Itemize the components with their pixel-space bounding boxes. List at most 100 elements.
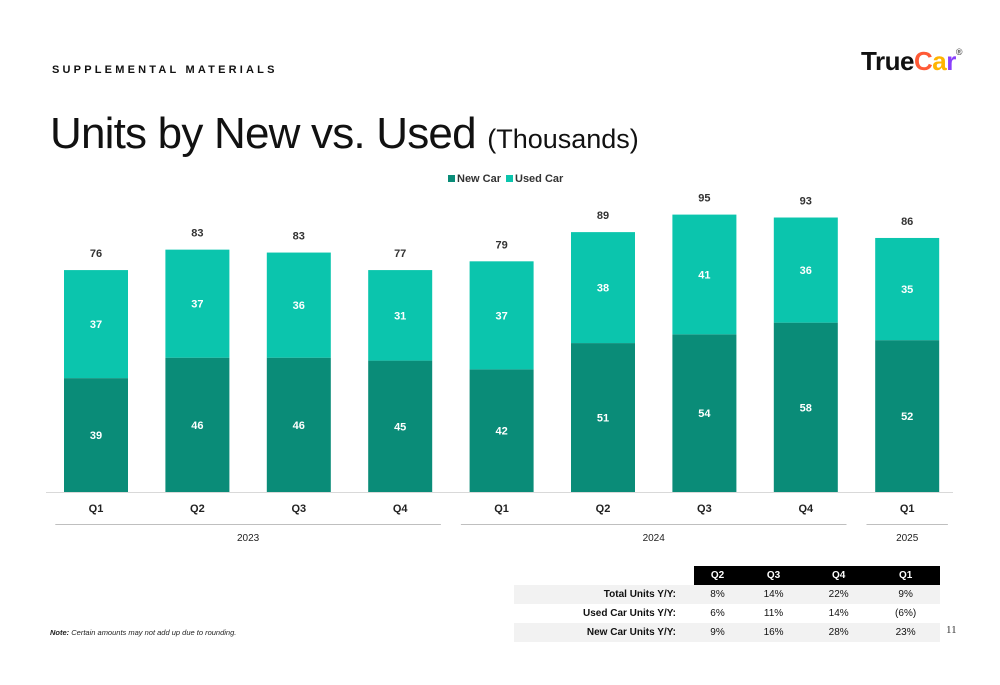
year-label: 2025 (896, 533, 919, 544)
table-cell: (6%) (895, 608, 917, 619)
bar-used-car (165, 249, 230, 358)
data-label-total: 93 (800, 196, 812, 208)
yoy-header-blank (514, 566, 694, 585)
data-label-new-car: 54 (698, 408, 711, 420)
data-label-new-car: 51 (597, 413, 609, 425)
data-label-used-car: 36 (293, 300, 305, 312)
data-label-new-car: 42 (495, 426, 507, 438)
table-cell: 16% (741, 623, 807, 642)
data-label-new-car: 45 (394, 421, 406, 433)
x-tick-label: Q4 (393, 503, 409, 515)
logo-letter: a (932, 46, 947, 76)
footnote: Note: Certain amounts may not add up due… (50, 628, 236, 637)
yoy-header: Q4 (806, 566, 872, 585)
bar-used-car (64, 270, 128, 379)
logo-letter: C (913, 46, 933, 76)
data-label-used-car: 41 (698, 269, 710, 281)
legend-label: New Car (457, 173, 502, 185)
bar-new-car (266, 357, 331, 492)
table-cell: 6% (710, 608, 725, 619)
bar-new-car (672, 334, 737, 492)
table-row: New Car Units Y/Y: 9% 16% 28% 23% (514, 623, 940, 642)
data-label-total: 79 (495, 239, 507, 251)
data-label-new-car: 58 (800, 402, 812, 414)
data-label-new-car: 52 (901, 411, 913, 423)
bar-used-car (469, 261, 534, 370)
table-cell: 9% (871, 585, 940, 604)
logo-letter: r (946, 46, 956, 76)
year-label: 2024 (643, 533, 666, 544)
bar-used-car (266, 252, 331, 358)
logo-text: TrueCar (861, 46, 956, 76)
data-label-used-car: 35 (901, 284, 913, 296)
table-cell: 28% (806, 623, 872, 642)
logo-letter: u (884, 46, 901, 76)
bar-new-car (875, 340, 940, 492)
x-tick-label: Q3 (291, 503, 306, 515)
note-text: Certain amounts may not add up due to ro… (69, 628, 237, 637)
data-label-total: 86 (901, 216, 913, 228)
data-label-total: 76 (90, 248, 102, 260)
data-label-new-car: 46 (191, 420, 203, 432)
data-label-used-car: 37 (191, 299, 203, 311)
data-label-new-car: 39 (90, 430, 102, 442)
data-label-used-car: 37 (90, 319, 102, 331)
bar-used-car (773, 217, 838, 323)
table-row: Total Units Y/Y: 8% 14% 22% 9% (514, 585, 940, 604)
x-tick-label: Q3 (697, 503, 712, 515)
bar-used-car (875, 237, 940, 341)
title-main: Units by New vs. Used (50, 109, 477, 158)
legend-swatch (506, 175, 513, 182)
legend-label: Used Car (515, 173, 564, 185)
table-cell: 14% (828, 608, 849, 619)
yoy-header: Q1 (871, 566, 940, 585)
bar-used-car (368, 270, 433, 361)
truecar-logo: TrueCar® (861, 46, 963, 76)
bar-used-car (571, 232, 635, 344)
registered-mark: ® (955, 47, 963, 57)
data-label-total: 77 (394, 248, 406, 260)
table-cell: 22% (806, 585, 872, 604)
data-label-total: 89 (597, 210, 609, 222)
bar-new-car (773, 322, 838, 492)
yoy-header-row: Q2 Q3 Q4 Q1 (514, 566, 940, 585)
bar-new-car (64, 378, 128, 492)
data-label-used-car: 38 (597, 283, 609, 295)
table-cell: 9% (694, 623, 742, 642)
bar-new-car (368, 360, 433, 492)
table-row: Used Car Units Y/Y: 6% 11% 14% (6%) (514, 604, 940, 623)
data-label-total: 83 (191, 228, 203, 240)
x-tick-label: Q1 (900, 503, 915, 515)
row-label: Used Car Units Y/Y: (583, 608, 676, 619)
bar-new-car (165, 357, 230, 492)
table-cell: 8% (694, 585, 742, 604)
data-label-used-car: 37 (495, 310, 507, 322)
logo-letter: T (861, 46, 875, 76)
bar-used-car (672, 214, 737, 335)
x-tick-label: Q1 (89, 503, 104, 515)
table-cell: 23% (871, 623, 940, 642)
x-tick-label: Q2 (596, 503, 611, 515)
bar-new-car (571, 343, 635, 492)
x-tick-label: Q2 (190, 503, 205, 515)
data-label-total: 83 (293, 231, 305, 243)
table-cell: 11% (763, 608, 784, 619)
page-title: Units by New vs. Used (Thousands) (50, 112, 639, 156)
note-label: Note: (50, 628, 70, 637)
section-label: SUPPLEMENTAL MATERIALS (52, 64, 278, 76)
title-unit: (Thousands) (487, 124, 639, 154)
yoy-table: Q2 Q3 Q4 Q1 Total Units Y/Y: 8% 14% 22% … (514, 566, 940, 642)
year-label: 2023 (237, 533, 260, 544)
data-label-used-car: 31 (394, 310, 406, 322)
data-label-used-car: 36 (800, 265, 812, 277)
yoy-header: Q3 (741, 566, 807, 585)
table-cell: 14% (741, 585, 807, 604)
x-tick-label: Q1 (494, 503, 509, 515)
data-label-total: 95 (698, 193, 710, 205)
logo-letter: e (899, 46, 914, 76)
row-label: New Car Units Y/Y: (514, 623, 694, 642)
x-tick-label: Q4 (798, 503, 814, 515)
data-label-new-car: 46 (293, 420, 305, 432)
logo-letter: r (874, 46, 885, 76)
